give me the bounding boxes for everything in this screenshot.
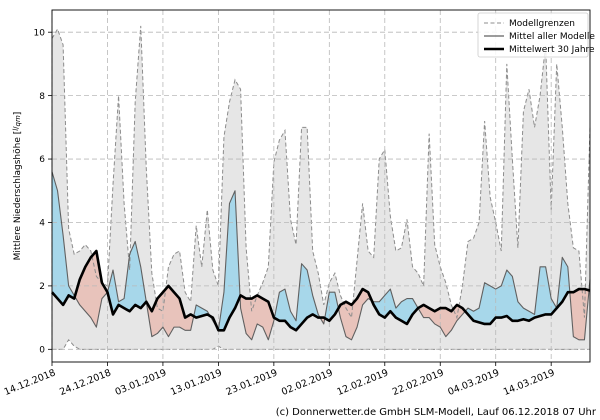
legend-box	[477, 12, 589, 58]
fill-above-normal	[465, 257, 570, 324]
legend: Modellgrenzen Mittel aller Modelle Mittelw…	[477, 12, 595, 58]
fill-below-normal	[418, 304, 466, 337]
legend-label: Mittel aller Modelle	[509, 32, 595, 42]
y-tick-label: 2	[39, 282, 45, 292]
legend-label: Modellgrenzen	[509, 19, 575, 29]
line-layer	[51, 171, 591, 341]
y-tick-label: 6	[39, 155, 45, 165]
y-axis-label-unit: l	[12, 129, 20, 131]
y-axis-label: Mittlere Niederschlagshöhe [l/qm]	[12, 112, 23, 261]
y-axis-label-unit-sep: /	[12, 126, 20, 129]
y-axis-label-text: Mittlere Niederschlagshöhe [	[13, 131, 23, 261]
legend-label: Mittelwert 30 Jahre	[509, 45, 595, 55]
mean-all-models-line	[51, 171, 591, 341]
credit-text: (c) Donnerwetter.de GmbH SLM-Modell, Lau…	[276, 407, 597, 418]
y-tick-label: 8	[39, 92, 45, 102]
y-tick-label: 10	[34, 28, 46, 38]
fill-below-normal	[240, 295, 275, 340]
y-axis-label-bracket: ]	[13, 112, 23, 116]
y-tick-label: 4	[39, 219, 45, 229]
y-axis-label-unit-den: qm	[14, 115, 22, 126]
climate-mean-30y-line	[51, 249, 591, 332]
fill-below-normal	[338, 289, 372, 340]
y-tick-label: 0	[39, 346, 45, 356]
axes-border	[51, 9, 591, 363]
fill-below-normal	[569, 289, 589, 340]
fill-above-normal	[274, 263, 321, 331]
